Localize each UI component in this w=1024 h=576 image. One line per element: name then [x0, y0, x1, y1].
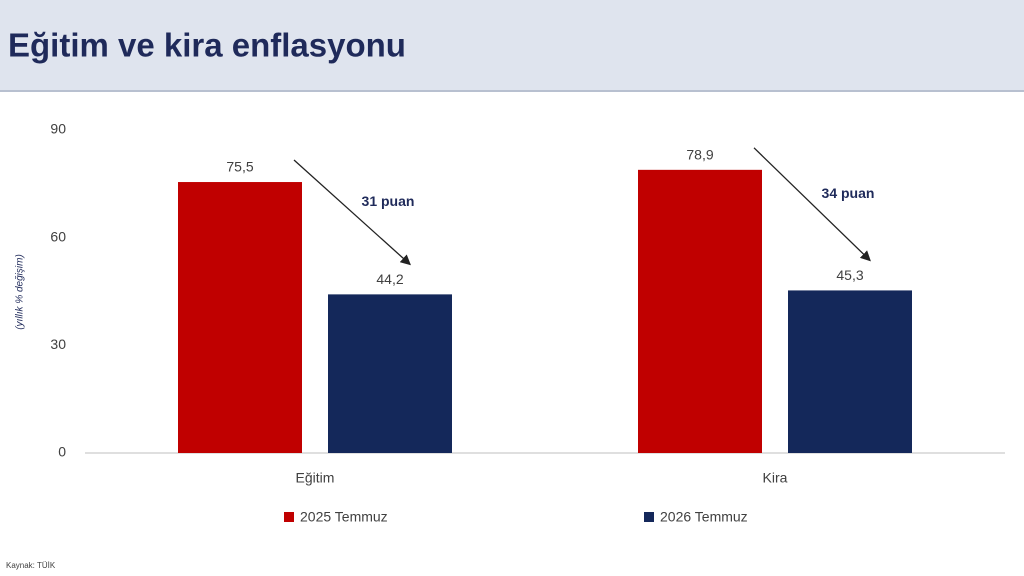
y-axis-label: (yıllık % değişim)	[15, 254, 26, 330]
value-label: 78,9	[686, 147, 713, 163]
y-tick-label: 60	[50, 228, 66, 244]
value-label: 44,2	[376, 271, 403, 287]
annotation: 31 puan	[362, 193, 415, 209]
y-tick-label: 0	[58, 444, 66, 460]
bar	[638, 169, 762, 453]
x-tick-label: Kira	[763, 470, 788, 486]
change-arrow	[753, 147, 871, 262]
x-tick-label: Eğitim	[296, 470, 335, 486]
source: Kaynak: TÜİK	[6, 561, 56, 570]
bar	[328, 294, 452, 453]
annotation: 34 puan	[822, 185, 875, 201]
bar	[178, 182, 302, 454]
y-tick-label: 90	[50, 121, 66, 137]
legend-swatch	[284, 512, 294, 522]
value-label: 45,3	[836, 267, 863, 283]
value-label: 75,5	[226, 159, 253, 175]
y-tick-label: 30	[50, 336, 66, 352]
legend-swatch	[644, 512, 654, 522]
title-bar	[0, 0, 1024, 90]
chart-title: Eğitim ve kira enflasyonu	[8, 27, 406, 64]
legend-label: 2026 Temmuz	[660, 509, 748, 525]
bar	[788, 290, 912, 453]
legend-label: 2025 Temmuz	[300, 509, 388, 525]
change-arrow	[293, 159, 411, 266]
